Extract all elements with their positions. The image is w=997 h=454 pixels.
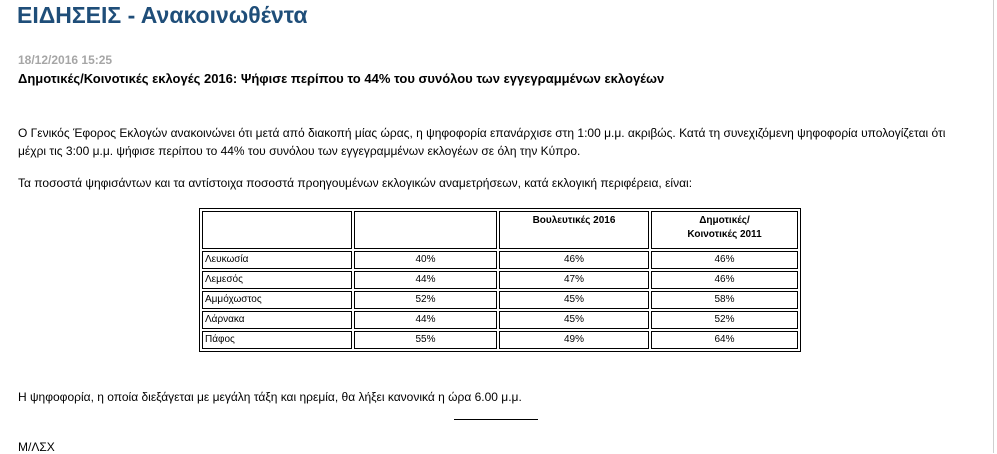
table-row: Αμμόχωστος 52% 45% 58%	[202, 291, 798, 309]
local-2011-cell: 46%	[651, 251, 798, 269]
page-title: ΕΙΔΗΣΕΙΣ - Ανακοινωθέντα	[17, 2, 308, 28]
turnout-table: Βουλευτικές 2016 Δημοτικές/ Κοινοτικές 2…	[199, 208, 801, 352]
header-cell-local-2011: Δημοτικές/ Κοινοτικές 2011	[651, 211, 798, 249]
table-header-row: Βουλευτικές 2016 Δημοτικές/ Κοινοτικές 2…	[202, 211, 798, 249]
article-signature: Μ/ΛΣΧ	[18, 440, 55, 454]
header-cell-district	[202, 211, 352, 249]
paragraph-1-line-1: Ο Γενικός Έφορος Εκλογών ανακοινώνει ότι…	[18, 126, 946, 140]
parliamentary-2016-cell: 46%	[499, 251, 649, 269]
table-row: Λευκωσία 40% 46% 46%	[202, 251, 798, 269]
article-timestamp: 18/12/2016 15:25	[18, 53, 113, 67]
local-2011-cell: 64%	[651, 331, 798, 349]
current-turnout-cell: 55%	[354, 331, 497, 349]
header-cell-parliamentary-2016: Βουλευτικές 2016	[499, 211, 649, 249]
parliamentary-2016-cell: 49%	[499, 331, 649, 349]
parliamentary-2016-cell: 47%	[499, 271, 649, 289]
current-turnout-cell: 52%	[354, 291, 497, 309]
district-cell: Λεμεσός	[202, 271, 352, 289]
table-row: Λεμεσός 44% 47% 46%	[202, 271, 798, 289]
district-cell: Λάρνακα	[202, 311, 352, 329]
article-paragraph-2: Τα ποσοστά ψηφισάντων και τα αντίστοιχα …	[18, 176, 693, 190]
table-row: Λάρνακα 44% 45% 52%	[202, 311, 798, 329]
local-2011-cell: 46%	[651, 271, 798, 289]
table-row: Πάφος 55% 49% 64%	[202, 331, 798, 349]
page-edge-divider	[993, 0, 994, 453]
article-paragraph-3: Η ψηφοφορία, η οποία διεξάγεται με μεγάλ…	[18, 390, 522, 404]
current-turnout-cell: 40%	[354, 251, 497, 269]
paragraph-1-line-2: μέχρι τις 3:00 μ.μ. ψήφισε περίπου το 44…	[18, 144, 581, 158]
current-turnout-cell: 44%	[354, 311, 497, 329]
district-cell: Πάφος	[202, 331, 352, 349]
article-headline: Δημοτικές/Κοινοτικές εκλογές 2016: Ψήφισ…	[18, 71, 665, 86]
district-cell: Αμμόχωστος	[202, 291, 352, 309]
parliamentary-2016-cell: 45%	[499, 311, 649, 329]
header-cell-current	[354, 211, 497, 249]
separator-line	[454, 419, 538, 420]
article-paragraph-1: Ο Γενικός Έφορος Εκλογών ανακοινώνει ότι…	[18, 124, 978, 160]
header-local-2011-text: Δημοτικές/ Κοινοτικές 2011	[687, 215, 762, 240]
parliamentary-2016-cell: 45%	[499, 291, 649, 309]
local-2011-cell: 52%	[651, 311, 798, 329]
district-cell: Λευκωσία	[202, 251, 352, 269]
current-turnout-cell: 44%	[354, 271, 497, 289]
local-2011-cell: 58%	[651, 291, 798, 309]
